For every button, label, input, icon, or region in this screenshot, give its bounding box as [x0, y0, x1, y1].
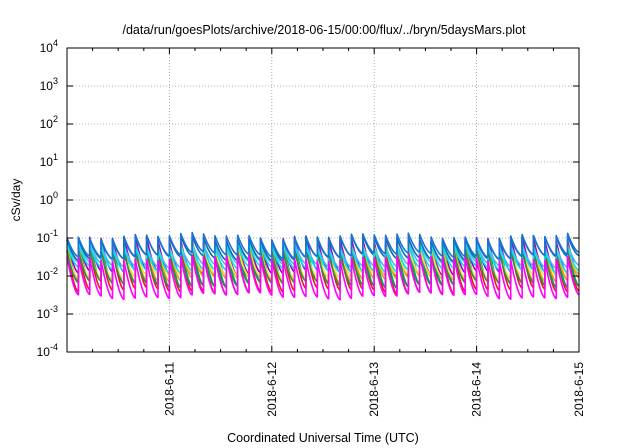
data-series-line	[66, 248, 580, 290]
y-axis-label: cSv/day	[9, 179, 23, 222]
chart-title: /data/run/goesPlots/archive/2018-06-15/0…	[122, 23, 526, 37]
data-series-line	[66, 253, 580, 301]
y-tick-label: 100	[40, 190, 58, 207]
y-tick-label: 101	[40, 152, 58, 169]
x-tick-label: 2018-6-12	[265, 362, 279, 417]
data-series-line	[66, 231, 580, 260]
x-tick-label: 2018-6-14	[470, 362, 484, 417]
y-tick-label: 10-2	[37, 266, 58, 283]
data-series-line	[66, 239, 580, 270]
data-series-line	[66, 241, 580, 274]
x-axis-label: Coordinated Universal Time (UTC)	[227, 431, 419, 445]
y-tick-label: 102	[40, 114, 58, 131]
x-tick-label: 2018-6-13	[367, 362, 381, 417]
x-axis: 2018-6-11 2018-6-12 2018-6-13 2018-6-14 2018…	[92, 48, 586, 417]
y-tick-label: 103	[40, 76, 58, 93]
x-tick-label: 2018-6-15	[572, 362, 586, 417]
y-tick-label: 10-3	[37, 304, 58, 321]
x-tick-label: 2018-6-11	[162, 362, 176, 416]
series-layer	[66, 231, 580, 301]
grid	[67, 48, 579, 352]
y-tick-label: 10-1	[37, 228, 58, 245]
y-axis: 10-4 10-3 10-2 10-1 100 101 102 103 104	[37, 38, 579, 359]
y-tick-label: 104	[40, 38, 58, 55]
y-tick-label: 10-4	[37, 342, 58, 359]
